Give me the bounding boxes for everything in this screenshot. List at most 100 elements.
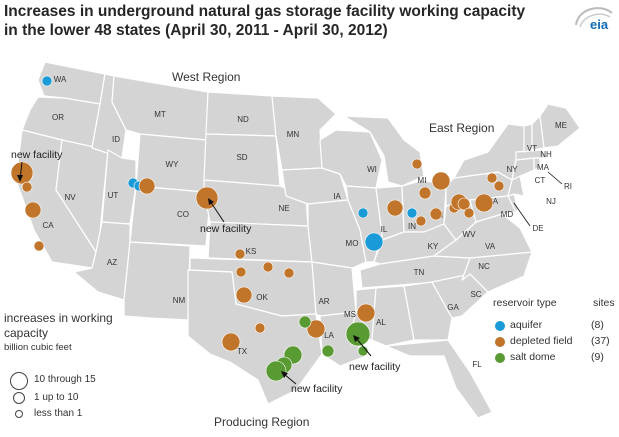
legend-count-salt-dome: (9) [591,351,604,363]
reservoir-type-header: reservoir type [493,297,557,309]
annotation-new-facility-ca: new facility [11,149,63,161]
size-circle-large [10,372,28,390]
site-depleted-field-17 [429,207,443,221]
site-depleted-field-24 [493,180,505,192]
site-depleted-field-33 [356,303,376,323]
state-co [129,185,211,247]
region-west: West Region [172,70,240,84]
site-salt-dome-35 [345,321,371,347]
state-label-nv: NV [64,193,76,202]
state-label-fl: FL [472,360,482,369]
site-depleted-field-25 [234,248,246,260]
site-salt-dome-34 [298,315,312,329]
eia-logo-icon: eia [575,7,613,32]
state-label-ks: KS [246,247,257,256]
site-depleted-field-20 [457,197,471,211]
state-label-vt: VT [527,144,537,153]
state-label-ny: NY [506,165,518,174]
site-aquifer-15 [406,207,418,219]
state-al [371,285,415,347]
eia-logo-text: eia [590,17,609,32]
site-depleted-field-9 [411,158,423,170]
state-label-sd: SD [236,153,247,162]
state-label-in: IN [408,222,416,231]
state-label-la: LA [324,331,334,340]
site-depleted-field-12 [386,199,404,217]
site-depleted-field-16 [415,215,427,227]
annotation-new-facility-ms: new facility [349,361,401,373]
state-label-mo: MO [346,239,359,248]
state-label-wv: WV [463,230,477,239]
title-line-2: in the lower 48 states (April 30, 2011 -… [4,22,388,39]
state-label-mt: MT [154,110,166,119]
size-legend-unit: billion cubic feet [4,342,72,353]
state-label-ms: MS [344,310,356,319]
state-me [539,103,581,149]
legend-dot-salt-dome [495,353,505,363]
state-fl [385,339,493,419]
site-depleted-field-31 [254,322,266,334]
legend-count-aquifer: (8) [591,319,604,331]
title-line-1: Increases in underground natural gas sto… [4,3,526,20]
size-circle-medium [13,392,25,404]
state-label-ar: AR [318,297,329,306]
state-label-nc: NC [478,262,490,271]
size-legend: increases in working capacity billion cu… [4,311,154,353]
size-label-small: less than 1 [34,408,83,419]
legend-count-depleted-field: (37) [591,335,610,347]
region-labels: West Region East Region Producing Region [172,70,494,429]
region-east: East Region [429,121,494,135]
state-label-ca: CA [42,221,54,230]
site-salt-dome-36 [321,344,335,358]
state-label-ri: RI [564,182,572,191]
size-legend-title: increases in working capacity [4,311,113,340]
site-depleted-field-2 [21,181,33,193]
site-depleted-field-22 [486,172,498,184]
site-depleted-field-27 [283,267,295,279]
annotation-new-facility-tx: new facility [291,383,343,395]
state-label-or: OR [52,113,64,122]
site-depleted-field-8 [195,186,219,210]
state-mt [111,75,209,141]
size-label-medium: 1 up to 10 [34,392,79,403]
state-label-nh: NH [540,150,552,159]
sites-header: sites [593,297,615,309]
state-label-ma: MA [537,163,550,172]
state-nm [123,241,191,321]
legend-name-salt-dome: salt dome [510,351,556,363]
annotation-new-facility-co: new facility [200,223,252,235]
state-label-ct: CT [535,176,546,185]
state-mi [343,115,425,187]
size-label-large: 10 through 15 [34,374,96,385]
legend-name-depleted-field: depleted field [510,335,573,347]
state-label-il: IL [381,225,388,234]
state-label-nd: ND [237,115,249,124]
state-label-de: DE [532,224,543,233]
site-depleted-field-28 [235,266,247,278]
state-label-va: VA [485,242,496,251]
site-depleted-field-7 [138,177,156,195]
state-label-wy: WY [166,160,180,169]
state-label-id: ID [112,135,120,144]
legend-dot-depleted-field [495,337,505,347]
site-depleted-field-32 [306,319,326,339]
state-label-ut: UT [108,191,119,200]
state-label-ga: GA [447,303,459,312]
state-label-nj: NJ [546,197,556,206]
state-label-al: AL [376,318,386,327]
site-depleted-field-23 [463,207,475,219]
state-label-mn: MN [287,130,300,139]
state-label-tn: TN [414,268,425,277]
state-label-ne: NE [278,204,289,213]
region-producing: Producing Region [214,415,309,429]
site-depleted-field-21 [474,193,494,213]
site-depleted-field-30 [221,332,241,352]
site-depleted-field-3 [24,201,42,219]
site-depleted-field-26 [262,261,274,273]
state-label-tx: TX [237,347,248,356]
annotations: new facility new facility new facility n… [11,149,563,395]
site-aquifer-13 [357,207,369,219]
state-label-pa: PA [488,197,499,206]
state-az [73,221,131,301]
